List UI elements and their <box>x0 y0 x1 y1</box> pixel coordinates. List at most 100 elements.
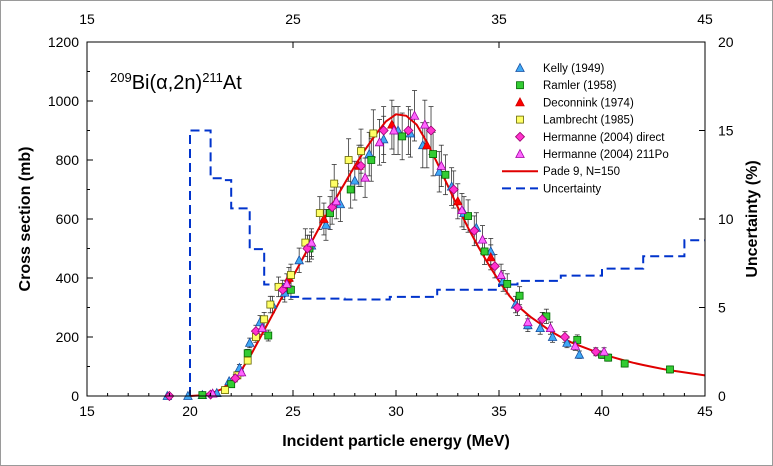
data-point-s3 <box>260 315 269 324</box>
data-point-s1 <box>573 336 582 344</box>
y-tick-label: 1200 <box>48 34 79 50</box>
data-point-s5 <box>306 237 317 247</box>
data-point-s1 <box>198 391 207 400</box>
data-point-s5 <box>599 346 609 356</box>
data-point-s5 <box>360 172 370 182</box>
y-right-tick-label: 10 <box>718 211 734 227</box>
x-tick-label: 35 <box>491 403 507 419</box>
data-point-s5 <box>374 136 385 147</box>
data-point-s0 <box>321 219 331 229</box>
x-tick-label: 30 <box>388 403 404 419</box>
data-point-s4 <box>403 125 414 136</box>
data-point-s1 <box>429 150 437 159</box>
data-point-s0 <box>547 331 558 341</box>
legend-label: Hermanne (2004) direct <box>543 132 665 144</box>
data-point-s1 <box>227 380 236 389</box>
data-point-s1 <box>503 279 512 288</box>
data-point-s3 <box>330 179 339 188</box>
data-point-s1 <box>367 156 376 164</box>
title-channel: ,2n) <box>168 72 202 94</box>
x-top-tick-label: 45 <box>697 11 713 27</box>
data-point-s0 <box>562 337 572 347</box>
data-point-s4 <box>378 125 389 136</box>
data-point-s1 <box>346 185 355 194</box>
y-tick-label: 800 <box>56 152 80 168</box>
legend-label: Lambrecht (1985) <box>543 115 634 127</box>
y-right-tick-label: 0 <box>718 388 726 404</box>
data-point-s4 <box>489 261 500 272</box>
data-point-s4 <box>512 302 523 313</box>
data-point-s3 <box>266 300 275 309</box>
data-point-s2 <box>452 195 463 206</box>
data-point-s3 <box>315 209 324 218</box>
data-point-s0 <box>574 349 585 359</box>
data-point-s1 <box>604 353 613 362</box>
y-axis-title: Cross section (mb) <box>17 147 34 292</box>
data-point-s1 <box>620 359 629 368</box>
y-right-tick-label: 15 <box>718 123 734 139</box>
legend-label: Deconnink (1974) <box>543 97 634 109</box>
data-point-s0 <box>349 175 360 185</box>
uncertainty-step-line <box>189 129 705 396</box>
data-point-s1 <box>441 170 450 179</box>
x-tick-label: 20 <box>182 403 198 419</box>
y-tick-label: 1000 <box>48 93 79 109</box>
x-tick-label: 45 <box>697 403 713 419</box>
y-tick-label: 400 <box>56 270 80 286</box>
data-point-s4 <box>537 314 548 325</box>
data-point-s5 <box>457 204 467 215</box>
data-point-s0 <box>244 337 255 347</box>
data-point-s1 <box>398 132 407 141</box>
data-point-s4 <box>559 331 570 343</box>
data-point-s5 <box>409 110 420 120</box>
legend-marker <box>516 81 524 90</box>
data-point-s1 <box>243 349 252 358</box>
data-point-s1 <box>464 212 473 220</box>
x-top-tick-label: 25 <box>285 11 301 27</box>
data-point-s1 <box>480 247 489 256</box>
title-target: Bi( <box>132 72 157 94</box>
data-point-s0 <box>294 254 305 265</box>
data-point-s5 <box>496 269 506 279</box>
y-tick-label: 600 <box>56 211 80 227</box>
data-point-s3 <box>287 271 295 279</box>
y-tick-label: 200 <box>56 329 80 345</box>
data-point-s2 <box>485 251 496 262</box>
data-point-s0 <box>434 166 445 176</box>
pade-fit-line <box>189 113 706 397</box>
data-point-s5 <box>570 340 581 350</box>
data-point-s1 <box>515 291 524 300</box>
x-tick-label: 40 <box>594 403 610 419</box>
legend-label: Hermanne (2004) 211Po <box>543 149 669 161</box>
y-right-tick-label: 5 <box>718 300 726 316</box>
title-product: At <box>223 72 242 94</box>
y-right-tick-label: 20 <box>718 34 734 50</box>
x-axis-title: Incident particle energy (MeV) <box>282 433 510 450</box>
data-point-s5 <box>477 234 488 244</box>
title-mass-target: 209 <box>110 70 132 85</box>
data-point-s5 <box>236 367 247 377</box>
x-tick-label: 25 <box>285 403 301 419</box>
legend-marker <box>515 148 525 158</box>
legend-label: Kelly (1949) <box>543 63 605 75</box>
legend-marker <box>514 131 526 142</box>
data-point-s5 <box>331 195 342 206</box>
data-point-s1 <box>666 365 674 374</box>
legend-marker <box>516 115 524 124</box>
data-point-s5 <box>436 160 447 170</box>
data-layer <box>162 90 706 402</box>
legend-marker <box>515 62 525 72</box>
data-point-s5 <box>522 316 533 327</box>
legend-label: Pade 9, N=150 <box>543 166 620 178</box>
data-point-s3 <box>344 156 353 164</box>
data-point-s2 <box>319 213 329 223</box>
data-point-s3 <box>357 147 365 156</box>
data-point-s1 <box>264 331 273 340</box>
y-tick-label: 0 <box>71 388 79 404</box>
data-point-s5 <box>545 322 556 333</box>
data-point-s3 <box>221 386 229 395</box>
data-point-s0 <box>535 322 546 333</box>
